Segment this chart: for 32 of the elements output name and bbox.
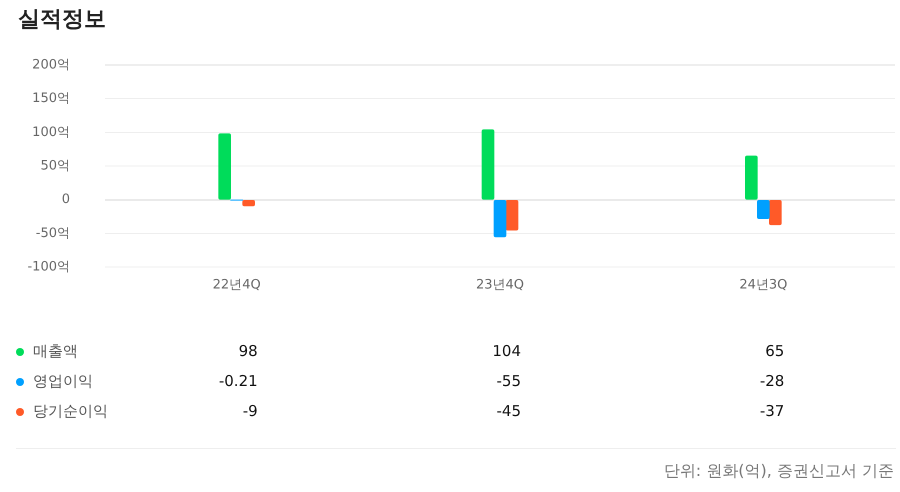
- y-tick-label: 100억: [32, 124, 70, 140]
- x-tick-label: 23년4Q: [476, 277, 524, 292]
- data-label: -0.21: [218, 372, 258, 390]
- x-tick-label: 24년3Q: [739, 277, 788, 292]
- data-label: -37: [758, 402, 784, 420]
- data-label: -28: [758, 372, 784, 390]
- data-label: -55: [496, 372, 521, 390]
- text: 단위: 원화(억), 증권신고서 기준: [664, 461, 894, 482]
- legend-label: 당기순이익: [32, 402, 108, 421]
- y-tick-label: 0: [62, 192, 70, 208]
- y-tick-label: 50억: [40, 158, 70, 174]
- data-label: -9: [242, 402, 258, 420]
- y-tick-label: -50억: [36, 226, 70, 241]
- bar: [769, 200, 782, 226]
- legend-label: 매출액: [32, 342, 78, 361]
- chart-title: 실적정보: [18, 6, 106, 34]
- y-tick-label: 150억: [32, 91, 70, 106]
- data-label: 98: [238, 342, 258, 360]
- bar: [745, 156, 758, 200]
- bar: [757, 200, 770, 219]
- bar: [218, 133, 231, 200]
- bar: [242, 200, 255, 206]
- bar: [506, 200, 518, 230]
- y-tick-label: 200억: [32, 57, 70, 72]
- data-label: 65: [764, 342, 784, 360]
- data-label: -45: [496, 402, 521, 420]
- bar: [482, 129, 494, 200]
- y-tick-label: -100억: [27, 260, 70, 275]
- x-tick-label: 22년4Q: [212, 277, 261, 292]
- data-label: 104: [491, 342, 521, 360]
- legend-label: 영업이익: [32, 372, 93, 391]
- bar: [494, 200, 506, 238]
